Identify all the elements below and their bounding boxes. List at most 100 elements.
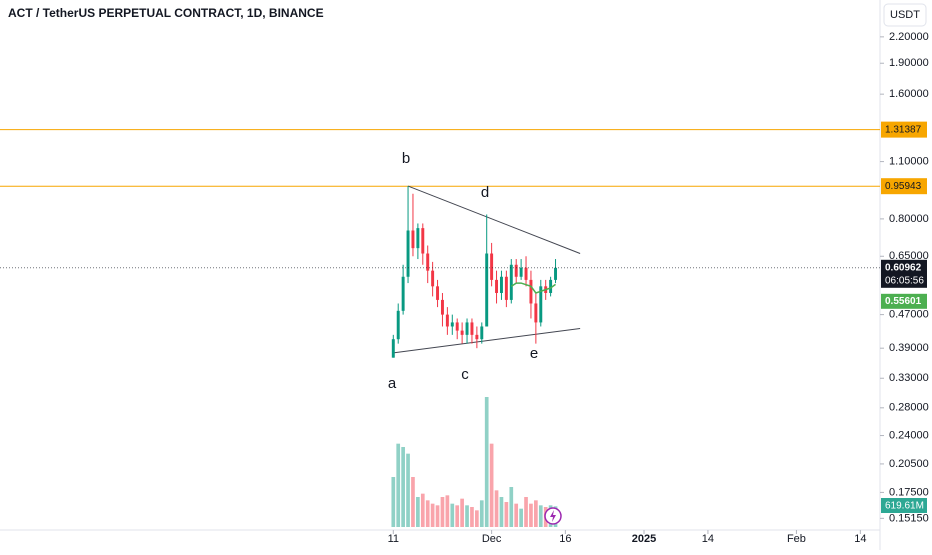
volume-bar [406,453,410,527]
y-tick-label: 0.39000 [889,342,929,354]
y-tick-label: 0.33000 [889,372,929,384]
candle-body [519,267,523,277]
volume-bar [455,505,460,527]
x-tick-label: 14 [854,533,866,545]
candle-body [504,276,508,300]
candle-body [534,303,538,323]
x-tick-label: 14 [702,533,714,545]
moving-average [510,282,556,294]
candle-body [411,230,415,249]
volume-bar [440,497,445,527]
wave-annotation: a [388,375,397,392]
wave-annotation: c [461,366,469,383]
y-tick-label: 0.28000 [889,402,929,414]
candle-body [416,228,420,249]
volume-bar [396,443,401,527]
y-tick-label: 0.80000 [889,213,929,225]
wave-annotation: b [402,150,410,167]
candle-body [514,264,518,277]
candle-body [391,339,395,358]
volume-bar [425,500,430,527]
volume-bar [534,500,538,527]
candle-body [396,310,400,340]
y-tick-label: 0.24000 [889,429,929,441]
countdown: 06:05:56 [885,275,924,286]
volume-bar [450,503,455,527]
currency-label[interactable]: USDT [890,9,920,21]
candle-body [465,322,469,335]
volume-bar [489,443,494,527]
volume-bar [420,493,425,527]
candle-body [490,253,494,280]
candle-body [421,228,425,254]
level-label: 0.95943 [885,181,922,192]
volume-bar [499,497,504,527]
candle-body [436,286,440,300]
volume-bar [470,507,474,527]
volume-bar [435,505,440,527]
candle-body [401,276,405,311]
ma-value-label: 0.55601 [885,296,922,307]
x-tick-label: Dec [482,533,502,545]
level-label-box [881,121,927,138]
candle-body [539,286,543,323]
volume-label: 619.61M [885,501,924,512]
last-price-box [881,259,927,288]
x-tick-label: 11 [388,533,399,545]
y-tick-label: 1.90000 [889,57,929,69]
trendline [393,328,581,354]
y-tick-label: 0.47000 [889,309,929,321]
x-tick-label: 2025 [632,533,656,545]
volume-bar [514,503,519,527]
candle-body [524,267,528,280]
candle-body [495,279,499,293]
candle-body [509,264,513,300]
volume-bar [416,497,420,527]
trendline [407,185,581,254]
volume-bar [484,397,489,527]
volume-bar [411,477,415,527]
y-tick-label: 1.60000 [889,88,929,100]
volume-bar [479,500,484,527]
volume-bar [460,498,464,527]
volume-bar [524,497,528,527]
candle-body [455,322,459,331]
level-label: 1.31387 [885,124,922,135]
y-tick-label: 0.17500 [889,486,929,498]
candle-body [485,253,489,327]
icon [550,510,556,522]
wave-annotation: e [530,345,538,362]
y-tick-label: 0.65000 [889,250,929,262]
candle-body [450,322,454,327]
volume-bar [519,508,523,527]
volume-bar [504,502,509,527]
volume-bar [465,505,469,527]
level-label-box [881,178,927,195]
ma-value-box [881,293,927,309]
candle-body [499,276,503,293]
volume-label-box [881,498,927,513]
candle-body [554,267,558,280]
wave-annotation: d [481,184,489,201]
y-tick-label: 2.20000 [889,31,929,43]
candle-body [431,270,435,287]
x-tick-label: 16 [559,533,571,545]
chart-title: ACT / TetherUS PERPETUAL CONTRACT, 1D, B… [8,6,324,20]
volume-bar [529,503,533,527]
candle-body [529,279,533,304]
candle-body [475,334,479,340]
candle-body [470,322,474,335]
y-tick-label: 0.20500 [889,458,929,470]
last-price-label: 0.60962 [885,262,922,273]
y-tick-label: 1.10000 [889,155,929,167]
currency-button[interactable] [883,3,927,27]
candle-body [406,230,410,277]
candle-body [480,326,484,340]
candle-body [426,253,430,271]
volume-bar [509,487,514,527]
volume-bar [494,490,499,527]
volume-bar [538,505,543,527]
candle-body [549,279,553,293]
candle-body [440,299,444,315]
